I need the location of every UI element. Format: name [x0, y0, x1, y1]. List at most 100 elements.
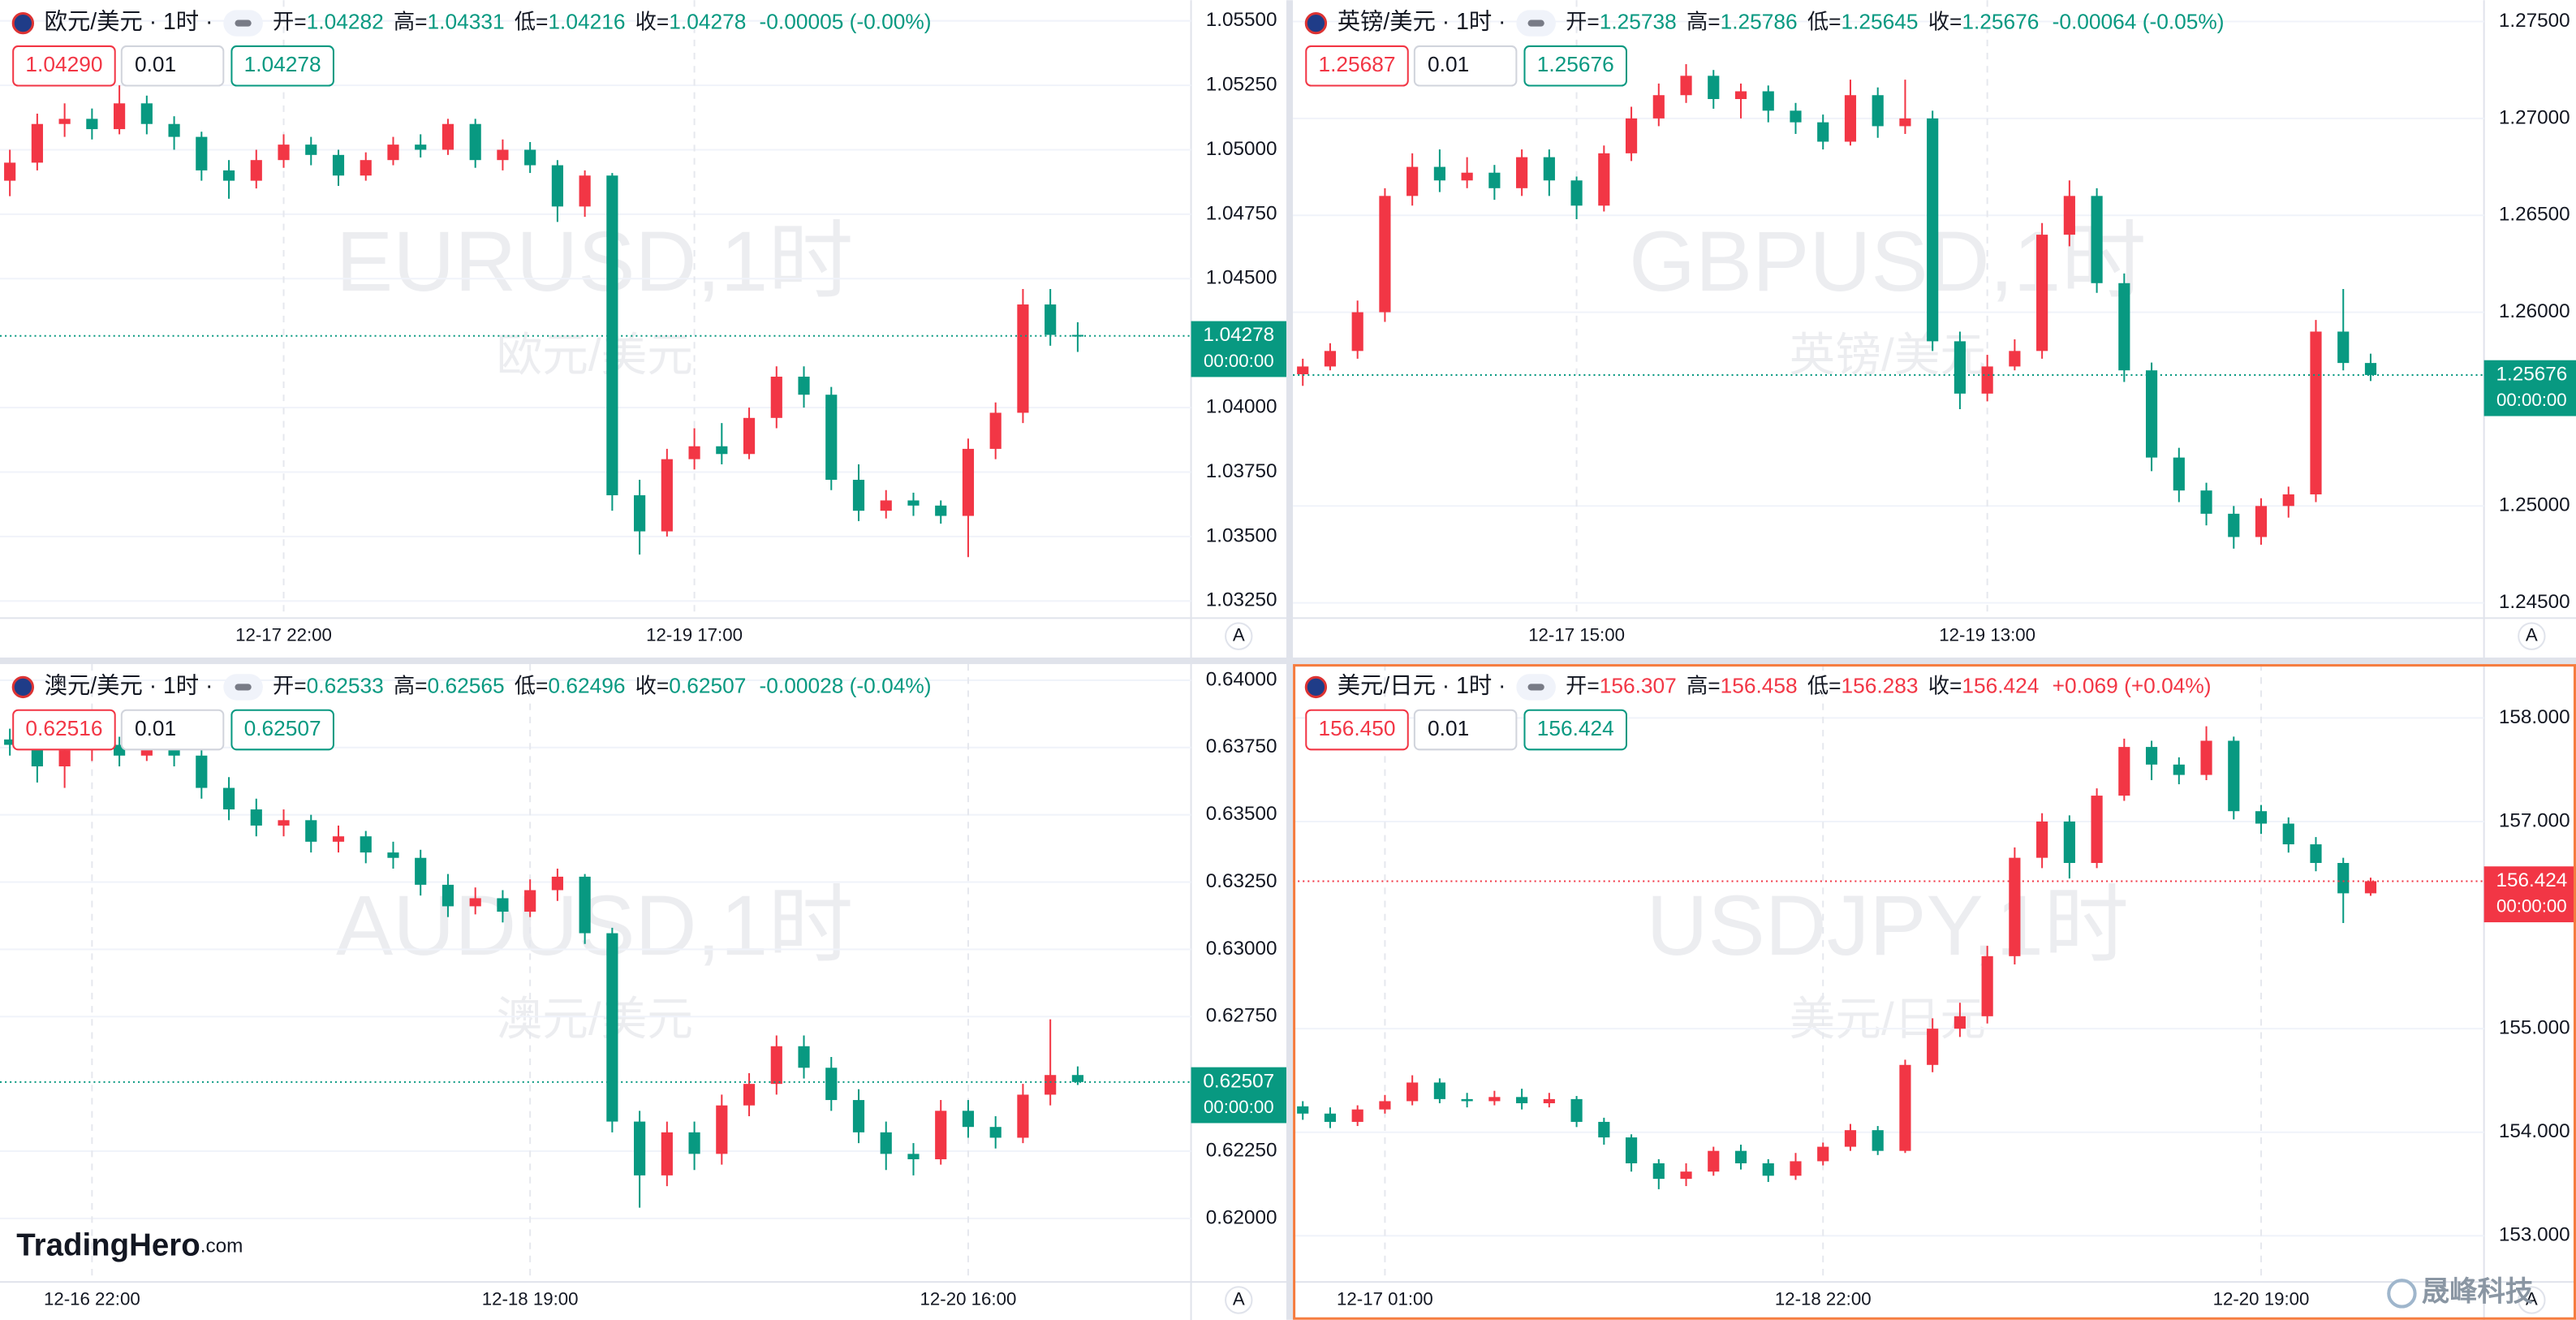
candle-body: [1817, 122, 1829, 142]
y-tick-label: 1.04750: [1206, 202, 1277, 224]
candle-body: [1844, 95, 1857, 142]
sell-price[interactable]: 156.450: [1318, 716, 1395, 740]
candle-body: [770, 1046, 782, 1085]
candle-body: [1598, 153, 1610, 206]
toggle-icon: [1527, 19, 1544, 27]
axis-button-label[interactable]: A: [1233, 1288, 1245, 1309]
selected-border: [1293, 664, 2576, 1320]
change: -0.00064 (-0.05%): [2053, 10, 2225, 34]
ohlc-value: 1.25645: [1841, 10, 1918, 34]
candle-body: [2173, 764, 2185, 775]
sell-price-box[interactable]: [12, 45, 116, 87]
ohlc-value: 156.424: [1962, 673, 2039, 697]
axis-button[interactable]: [1225, 622, 1253, 650]
candle-body: [661, 459, 673, 532]
ohlc-label: 高=: [394, 673, 428, 697]
candle-body: [2282, 823, 2294, 845]
sell-price-box[interactable]: [1305, 45, 1409, 87]
candle-body: [1461, 1098, 1473, 1102]
y-tick-label: 1.05500: [1206, 9, 1277, 31]
candle-body: [852, 1100, 865, 1132]
y-tick-label: 1.03750: [1206, 460, 1277, 482]
axis-button[interactable]: [2518, 1286, 2546, 1314]
buy-price-box[interactable]: [1523, 45, 1628, 87]
ohlc-label: 收=: [1928, 10, 1962, 34]
lot-box[interactable]: [1413, 45, 1518, 87]
ohlc-label: 收=: [635, 10, 670, 34]
x-tick-label: 12-17 01:00: [1337, 1288, 1433, 1309]
candle-body: [1680, 75, 1692, 96]
candle-body: [387, 852, 399, 858]
x-tick-label: 12-18 19:00: [482, 1288, 579, 1309]
watermark-sub: 美元/日元: [1790, 994, 1986, 1045]
ohlc-label: 收=: [1928, 673, 1962, 697]
sell-price-box[interactable]: [12, 709, 116, 751]
symbol[interactable]: 欧元/美元 · 1时 ·: [45, 9, 213, 35]
candle-body: [1488, 1097, 1501, 1102]
candle-body: [2255, 506, 2268, 537]
y-tick-label: 155.000: [2499, 1017, 2570, 1039]
x-tick-label: 12-19 13:00: [1939, 625, 2035, 645]
buy-price[interactable]: 1.25676: [1537, 52, 1614, 76]
lot-box[interactable]: [120, 709, 225, 751]
lot-box[interactable]: [1413, 709, 1518, 751]
symbol[interactable]: 澳元/美元 · 1时 ·: [45, 673, 213, 699]
symbol[interactable]: 美元/日元 · 1时 ·: [1338, 673, 1506, 699]
lot[interactable]: 0.01: [135, 52, 176, 76]
candle-body: [1981, 955, 1993, 1016]
lot[interactable]: 0.01: [1428, 52, 1469, 76]
axis-button-label[interactable]: A: [2526, 1288, 2538, 1309]
buy-price-box[interactable]: [230, 45, 334, 87]
countdown: 00:00:00: [1204, 351, 1274, 371]
candle-body: [250, 809, 262, 826]
candle-body: [1406, 166, 1419, 196]
symbol[interactable]: 英镑/美元 · 1时 ·: [1338, 9, 1506, 35]
axis-button[interactable]: [2518, 622, 2546, 650]
sell-price-box[interactable]: [1305, 709, 1409, 751]
sell-price[interactable]: 1.25687: [1318, 52, 1395, 76]
lot-box[interactable]: [120, 45, 225, 87]
candle-body: [360, 160, 372, 176]
ohlc-header: 开=156.307 高=156.458 低=156.283 收=156.424 +0.0…: [1566, 673, 2211, 697]
panel-separator: [0, 657, 2576, 665]
lot[interactable]: 0.01: [1428, 716, 1469, 740]
candle-body: [1433, 166, 1445, 181]
candle-body: [1379, 196, 1391, 313]
candle-body: [1488, 172, 1501, 188]
last-price-label: 1.04278: [1203, 324, 1274, 346]
candle-body: [880, 1132, 892, 1154]
candle-body: [114, 103, 126, 130]
lot[interactable]: 0.01: [135, 716, 176, 740]
candle-body: [58, 119, 71, 124]
candle-body: [2364, 363, 2377, 375]
candle-body: [1406, 1082, 1419, 1102]
sell-price[interactable]: 1.04290: [25, 52, 102, 76]
buy-price[interactable]: 0.62507: [244, 716, 321, 740]
candle-body: [935, 505, 947, 516]
buy-price[interactable]: 1.04278: [244, 52, 321, 76]
buy-price[interactable]: 156.424: [1537, 716, 1614, 740]
axis-button-label[interactable]: A: [1233, 625, 1245, 645]
y-tick-label: 0.63500: [1206, 803, 1277, 825]
ohlc-header: 开=0.62533 高=0.62565 低=0.62496 收=0.62507 -0.0…: [273, 673, 931, 697]
flag-icon: [11, 675, 35, 699]
ohlc-value: 1.25738: [1600, 10, 1677, 34]
candle-body: [634, 1121, 646, 1175]
candle-body: [989, 412, 1002, 449]
buy-price-box[interactable]: [1523, 709, 1628, 751]
candle-body: [1516, 157, 1528, 188]
axis-button[interactable]: [1225, 1286, 1253, 1314]
candle-body: [1516, 1097, 1528, 1103]
sell-price[interactable]: 0.62516: [25, 716, 102, 740]
buy-price-box[interactable]: [230, 709, 334, 751]
logo: TradingHero.com: [16, 1228, 243, 1263]
candle-body: [2009, 857, 2021, 956]
candle-body: [1790, 110, 1802, 123]
candle-body: [1762, 91, 1774, 111]
candle-body: [2228, 513, 2240, 537]
candle-body: [2364, 881, 2377, 894]
axis-button-label[interactable]: A: [2526, 625, 2538, 645]
candle-body: [2036, 235, 2048, 352]
